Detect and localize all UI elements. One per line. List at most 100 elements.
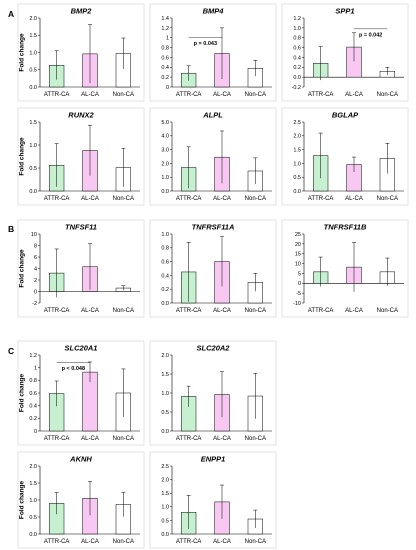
chart-slc20a2: SLC20A2 0.0 0.5 1.0 1.5 2.0 ATTR-CA AL-CA Non-CA: [149, 340, 277, 446]
x-tick-label: ATTR-CA: [44, 436, 70, 442]
y-tick-label: 5.0: [161, 120, 169, 126]
x-tick-label: ATTR-CA: [44, 308, 70, 314]
y-tick-label: 0.0: [293, 189, 301, 195]
y-tick-label: 0.0: [161, 429, 169, 435]
y-tick-label: 6: [34, 255, 37, 261]
y-tick-label: 2: [34, 278, 37, 284]
y-tick-label: 0.5: [293, 175, 301, 181]
x-tick-label: AL-CA: [81, 196, 99, 202]
chart-bmp2: BMP2 Fold change 0.0 0.5 1.0 1.5 2.0 ATTR-CA AL-…: [17, 3, 145, 102]
chart-frame: [281, 3, 409, 102]
chart-slc20a1: SLC20A1 Fold change 0 0.2 0.4 0.6 0.8 1 1.2 ATTR-…: [17, 340, 145, 446]
x-tick-label: Non-CA: [113, 92, 134, 98]
y-tick-label: 0.5: [29, 515, 37, 521]
y-tick-label: 1.2: [161, 26, 169, 32]
x-tick-label: ATTR-CA: [44, 196, 70, 202]
y-tick-label: 1.0: [161, 391, 169, 397]
x-tick-label: Non-CA: [377, 308, 398, 314]
y-tick-label: 1.0: [29, 50, 37, 56]
x-tick-label: ATTR-CA: [308, 196, 334, 202]
chart-title: RUNX2: [68, 111, 94, 120]
y-tick-label: 0.4: [161, 273, 169, 279]
y-tick-label: 2.0: [161, 353, 169, 359]
y-tick-label: 1.5: [29, 481, 37, 487]
x-tick-label: ATTR-CA: [44, 539, 70, 545]
panel-label-a: A: [8, 9, 14, 19]
y-tick-label: 1.4: [161, 16, 169, 22]
x-tick-label: AL-CA: [213, 539, 231, 545]
y-tick-label: 0.6: [161, 55, 169, 61]
x-tick-label: AL-CA: [345, 92, 363, 98]
y-tick-label: 0.8: [161, 45, 169, 51]
y-tick-label: 0.2: [161, 287, 169, 293]
x-tick-label: Non-CA: [113, 436, 134, 442]
chart-tnfsf11: TNFSF11 Fold change -2 0 2 4 6 8 10 ATTR-CA AL-CA N…: [17, 219, 145, 318]
x-tick-label: AL-CA: [81, 92, 99, 98]
chart-title: BGLAP: [332, 111, 359, 120]
chart-title: ENPP1: [201, 455, 226, 464]
panel-label-b: B: [8, 224, 14, 234]
x-tick-label: Non-CA: [377, 92, 398, 98]
y-axis-label: Fold change: [19, 373, 26, 412]
y-axis-label: Fold change: [19, 137, 26, 176]
y-tick-label: 2.0: [29, 16, 37, 22]
chart-tnfrsf11a: TNFRSF11A 0.0 0.2 0.4 0.6 0.8 1.0 ATTR-CA AL-CA N…: [149, 219, 277, 318]
chart-runx2: RUNX2 Fold change 0.0 0.5 1.0 1.5 ATTR-CA AL-CA…: [17, 107, 145, 206]
x-tick-label: AL-CA: [81, 436, 99, 442]
y-tick-label: 0.0: [161, 189, 169, 195]
y-tick-label: 1.0: [29, 143, 37, 149]
x-tick-label: ATTR-CA: [176, 92, 202, 98]
y-tick-label: 0.2: [161, 75, 169, 81]
y-tick-label: 1.0: [29, 498, 37, 504]
x-tick-label: Non-CA: [113, 196, 134, 202]
x-tick-label: Non-CA: [113, 539, 134, 545]
y-tick-label: 1.2: [293, 16, 301, 22]
y-tick-label: 1: [166, 36, 169, 42]
x-tick-label: ATTR-CA: [176, 196, 202, 202]
y-tick-label: 0.5: [29, 166, 37, 172]
y-tick-label: 1.0: [293, 161, 301, 167]
x-tick-label: Non-CA: [245, 436, 266, 442]
y-tick-label: 10: [31, 232, 37, 238]
y-tick-label: 8: [34, 243, 37, 249]
chart-spp1: SPP1 -0.2 0.0 0.2 0.4 0.6 0.8 1.0 1.2 ATTR-CA AL-C…: [281, 3, 409, 102]
x-tick-label: Non-CA: [113, 308, 134, 314]
panel-label-c: C: [8, 346, 14, 356]
x-tick-label: ATTR-CA: [308, 92, 334, 98]
y-tick-label: 0: [166, 85, 169, 91]
y-tick-label: 0: [34, 289, 37, 295]
x-tick-label: ATTR-CA: [176, 436, 202, 442]
chart-title: SLC20A2: [197, 344, 231, 353]
y-tick-label: 1.5: [293, 148, 301, 154]
y-tick-label: 4.0: [161, 134, 169, 140]
y-tick-label: 0.0: [161, 301, 169, 307]
y-tick-label: 0.0: [293, 75, 301, 81]
y-axis-label: Fold change: [19, 33, 26, 72]
chart-title: TNFRSF11A: [192, 223, 235, 232]
y-tick-label: 0.5: [161, 410, 169, 416]
y-tick-label: -10: [293, 301, 301, 307]
y-tick-label: 2.5: [293, 120, 301, 126]
x-tick-label: AL-CA: [81, 539, 99, 545]
y-tick-label: 1: [34, 366, 37, 372]
y-tick-label: 0.5: [29, 68, 37, 74]
y-tick-label: -5: [296, 291, 301, 297]
x-tick-label: AL-CA: [345, 308, 363, 314]
chart-title: TNFRSF11B: [324, 223, 367, 232]
y-tick-label: 0.2: [293, 65, 301, 71]
y-tick-label: 2.0: [161, 478, 169, 484]
p-value-label: p = 0.042: [359, 32, 382, 38]
chart-aknh: AKNH Fold change 0.0 0.5 1.0 1.5 2.0 ATTR-CA AL-…: [17, 451, 145, 549]
y-tick-label: 4: [34, 266, 37, 272]
y-tick-label: -2: [32, 301, 37, 307]
chart-title: BMP2: [71, 7, 93, 16]
y-tick-label: 0: [34, 429, 37, 435]
y-tick-label: 2.0: [29, 464, 37, 470]
y-tick-label: 0: [298, 281, 301, 287]
p-value-label: p < 0.048: [62, 366, 85, 372]
y-tick-label: 0.6: [29, 391, 37, 397]
chart-bglap: BGLAP 0.0 0.5 1.0 1.5 2.0 2.5 ATTR-CA AL-CA Non-C…: [281, 107, 409, 206]
x-tick-label: AL-CA: [213, 308, 231, 314]
y-tick-label: 1.2: [29, 353, 37, 359]
x-tick-label: AL-CA: [81, 308, 99, 314]
